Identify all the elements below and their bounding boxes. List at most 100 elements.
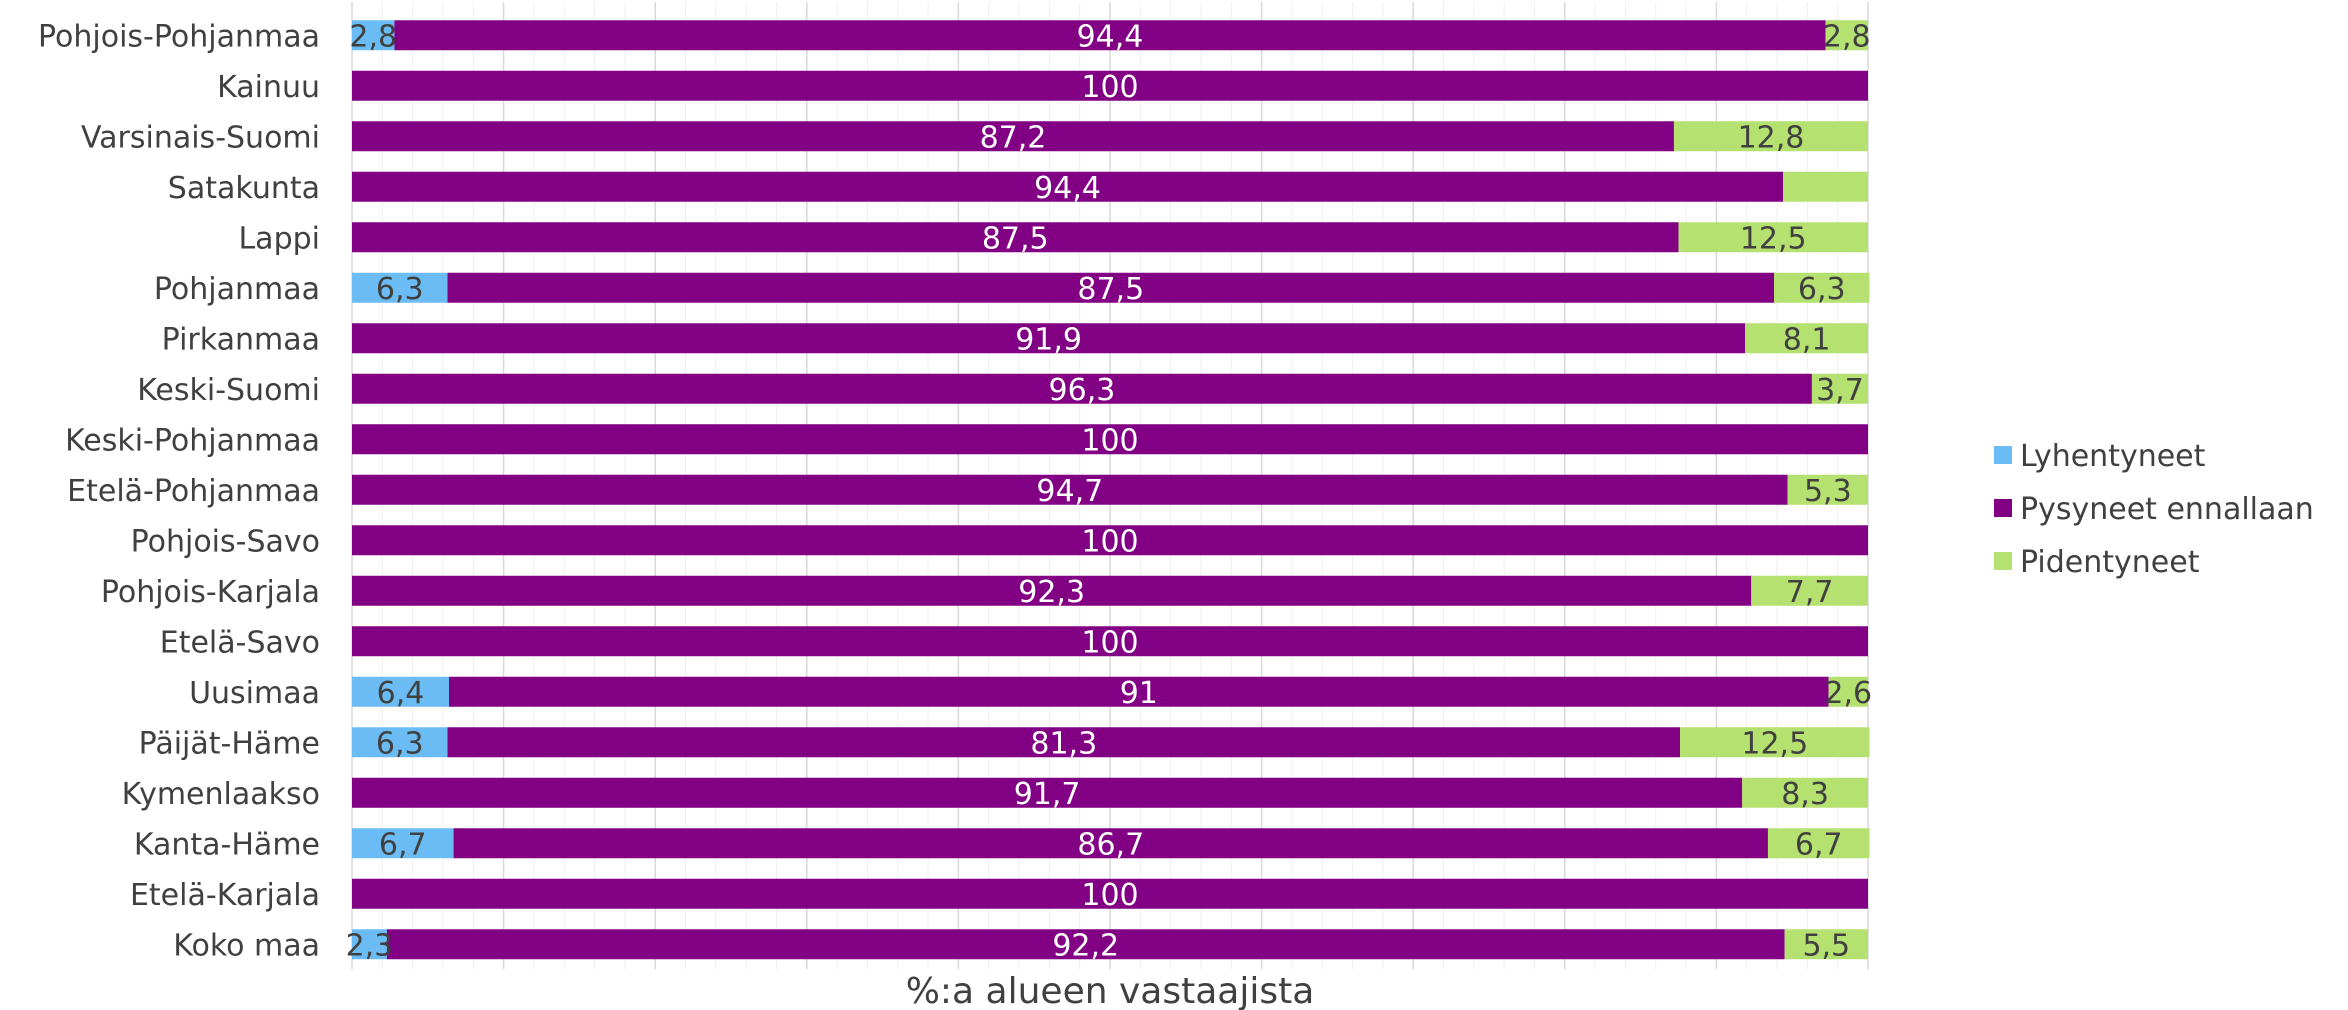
data-label: 87,5 — [982, 221, 1049, 256]
data-label: 2,3 — [346, 928, 394, 963]
data-label: 6,7 — [1795, 827, 1843, 862]
category-label: Lappi — [238, 221, 320, 256]
bar-segment-2 — [1783, 171, 1868, 202]
bar-segment-1 — [352, 626, 1868, 657]
data-label: 100 — [1081, 878, 1138, 913]
data-label: 6,7 — [379, 827, 427, 862]
bar-segment-2 — [1751, 575, 1868, 606]
bar-segment-1 — [352, 121, 1674, 152]
data-label: 86,7 — [1077, 827, 1144, 862]
category-label: Uusimaa — [189, 676, 320, 711]
category-label: Pirkanmaa — [162, 322, 320, 357]
legend-swatch — [1994, 446, 2012, 464]
data-label: 8,3 — [1781, 777, 1829, 812]
bar-segment-2 — [1784, 929, 1868, 960]
data-label: 5,3 — [1804, 474, 1852, 509]
bar-segment-0 — [352, 676, 450, 707]
bar-segment-1 — [352, 525, 1868, 556]
category-label: Pohjois-Karjala — [101, 575, 320, 610]
bar-segment-1 — [352, 171, 1784, 202]
bar-segment-1 — [394, 20, 1826, 51]
bar-segment-1 — [352, 424, 1868, 455]
bar-segment-1 — [352, 777, 1743, 808]
bar-segment-0 — [352, 828, 454, 859]
data-label: 91,9 — [1015, 322, 1082, 357]
legend-label: Pysyneet ennallaan — [2020, 492, 2314, 527]
bar-segment-2 — [1774, 272, 1870, 303]
data-label: 8,1 — [1783, 322, 1831, 357]
data-label: 6,3 — [1798, 272, 1846, 307]
bar-segment-1 — [352, 323, 1746, 354]
category-label: Kainuu — [217, 70, 320, 105]
bars — [352, 20, 1870, 960]
data-label: 92,2 — [1052, 928, 1119, 963]
category-label: Päijät-Häme — [139, 726, 320, 761]
x-axis-title: %:a alueen vastaajista — [906, 971, 1315, 1010]
category-label: Kymenlaakso — [122, 777, 320, 812]
data-label: 6,3 — [376, 272, 424, 307]
bar-segment-0 — [352, 929, 387, 960]
data-label: 2,8 — [349, 19, 397, 54]
category-label: Keski-Suomi — [137, 373, 320, 408]
category-label: Etelä-Karjala — [130, 878, 320, 913]
bar-segment-2 — [1767, 828, 1870, 859]
data-label: 94,4 — [1077, 19, 1144, 54]
bar-segment-2 — [1673, 121, 1868, 152]
category-label: Keski-Pohjanmaa — [65, 423, 320, 458]
data-label: 91 — [1120, 676, 1158, 711]
bar-segment-2 — [1678, 222, 1868, 253]
category-label: Varsinais-Suomi — [81, 120, 320, 155]
data-label: 87,2 — [980, 120, 1047, 155]
category-label: Pohjois-Pohjanmaa — [38, 19, 320, 54]
bar-segment-2 — [1825, 20, 1868, 51]
legend-swatch — [1994, 552, 2012, 570]
legend: Lyhentyneet Pysyneet ennallaan Pidentyneet — [1994, 439, 2314, 580]
data-label: 100 — [1081, 423, 1138, 458]
category-label: Satakunta — [168, 171, 320, 206]
data-label: 7,7 — [1786, 575, 1834, 610]
legend-label: Pidentyneet — [2020, 545, 2200, 580]
category-label: Etelä-Savo — [160, 625, 320, 660]
category-label: Pohjois-Savo — [131, 524, 320, 559]
bar-segment-2 — [1828, 676, 1868, 707]
bar-segment-1 — [447, 272, 1775, 303]
data-label: 2,8 — [1823, 19, 1871, 54]
bar-segment-2 — [1745, 323, 1868, 354]
data-label: 12,8 — [1738, 120, 1805, 155]
data-label: 12,5 — [1740, 221, 1807, 256]
bar-segment-1 — [352, 373, 1812, 404]
bar-segment-2 — [1811, 373, 1868, 404]
data-label: 91,7 — [1014, 777, 1081, 812]
category-label: Kanta-Häme — [134, 827, 320, 862]
data-label: 3,7 — [1816, 373, 1864, 408]
bar-segment-1 — [352, 70, 1868, 101]
bar-segment-1 — [449, 676, 1829, 707]
data-label: 87,5 — [1077, 272, 1144, 307]
data-label: 5,5 — [1802, 928, 1850, 963]
data-label: 100 — [1081, 625, 1138, 660]
bar-segment-1 — [352, 575, 1752, 606]
value-labels: 2,8 94,4 2,8 100 87,2 12,8 94,4 87,5 12,5 6,3 87,5… — [346, 19, 1873, 963]
data-label: 92,3 — [1018, 575, 1085, 610]
bar-segment-1 — [352, 222, 1679, 253]
data-label: 6,3 — [376, 726, 424, 761]
category-label: Pohjanmaa — [154, 272, 320, 307]
bar-segment-1 — [453, 828, 1768, 859]
data-label: 6,4 — [377, 676, 425, 711]
bar-segment-1 — [447, 727, 1681, 758]
legend-label: Lyhentyneet — [2020, 439, 2206, 474]
data-label: 100 — [1081, 70, 1138, 105]
bar-segment-2 — [1742, 777, 1868, 808]
bar-segment-2 — [1680, 727, 1870, 758]
bar-segment-2 — [1787, 474, 1868, 505]
bar-segment-0 — [352, 272, 448, 303]
category-label: Etelä-Pohjanmaa — [67, 474, 320, 509]
data-label: 96,3 — [1049, 373, 1116, 408]
data-label: 100 — [1081, 524, 1138, 559]
data-label: 94,4 — [1034, 171, 1101, 206]
data-label: 12,5 — [1741, 726, 1808, 761]
data-label: 94,7 — [1036, 474, 1103, 509]
category-labels: Pohjois-Pohjanmaa Kainuu Varsinais-Suomi Sa… — [38, 19, 320, 963]
category-label: Koko maa — [173, 928, 320, 963]
